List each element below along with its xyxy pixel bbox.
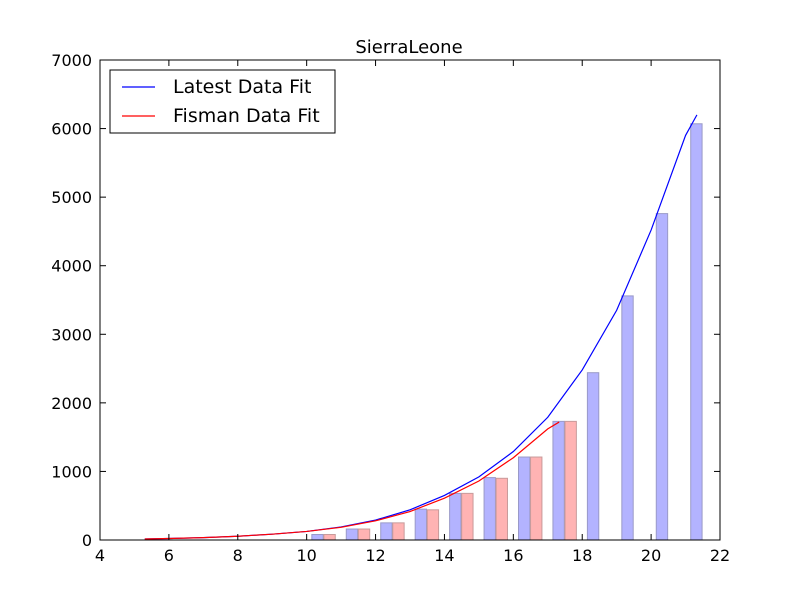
x-tick-label-0: 4: [95, 546, 105, 565]
x-tick-label-6: 16: [503, 546, 523, 565]
lines-layer: [144, 114, 698, 540]
y-tick-label-3: 3000: [51, 325, 92, 344]
y-tick-label-2: 2000: [51, 394, 92, 413]
x-tick-label-7: 18: [572, 546, 592, 565]
chart-title: SierraLeone: [355, 37, 462, 58]
legend-label-fisman: Fisman Data Fit: [173, 105, 320, 127]
x-tick-label-5: 14: [434, 546, 454, 565]
x-tick-label-2: 8: [233, 546, 243, 565]
bar-series-0-7: [552, 420, 565, 541]
ticks-layer: 4 6 8 10 12 14 16 18 20 22 0 1000 2000 3000 4000 5000 60…: [51, 51, 730, 565]
y-tick-label-5: 5000: [51, 188, 92, 207]
bar-series-1-3: [426, 509, 440, 541]
bar-series-0-11: [690, 123, 703, 541]
x-tick-label-8: 20: [641, 546, 661, 565]
bar-series-0-0: [311, 534, 324, 541]
x-tick-label-4: 12: [365, 546, 385, 565]
bar-series-0-5: [483, 477, 496, 541]
line-fisman-data-fit: [144, 421, 560, 540]
bar-series-1-1: [357, 528, 371, 541]
legend-box: [109, 69, 336, 134]
bar-series-0-6: [518, 456, 531, 541]
bar-series-1-6: [530, 456, 543, 541]
bar-series-1-0: [323, 534, 336, 541]
x-tick-label-3: 10: [296, 546, 316, 565]
bar-series-1-2: [392, 522, 405, 541]
y-tick-label-1: 1000: [51, 462, 92, 481]
bar-series-0-3: [414, 508, 428, 541]
bar-series-1-4: [461, 492, 474, 541]
legend: Latest Data Fit Fisman Data Fit: [109, 69, 336, 134]
bar-series-0-10: [655, 213, 669, 541]
bar-series-1-5: [495, 477, 508, 541]
bar-series-0-2: [380, 522, 393, 541]
bar-series-1-7: [564, 420, 577, 541]
y-tick-label-6: 6000: [51, 120, 92, 139]
plot-frame: [99, 59, 721, 541]
x-tick-label-9: 22: [710, 546, 730, 565]
y-tick-label-4: 4000: [51, 257, 92, 276]
y-tick-label-0: 0: [82, 531, 92, 550]
bar-series-0-9: [621, 295, 634, 541]
bar-series-0-4: [449, 492, 462, 541]
legend-label-latest: Latest Data Fit: [173, 76, 311, 98]
bar-series-0-1: [345, 528, 359, 541]
y-tick-label-7: 7000: [51, 51, 92, 70]
bar-series-0-8: [586, 372, 600, 541]
x-tick-label-1: 6: [164, 546, 174, 565]
